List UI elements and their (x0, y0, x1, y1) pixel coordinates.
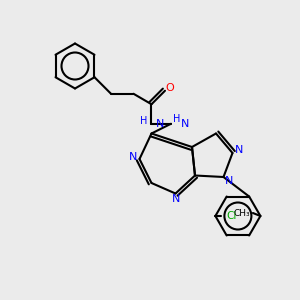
Text: N: N (181, 119, 189, 129)
Text: N: N (235, 145, 243, 155)
Text: O: O (165, 83, 174, 93)
Text: CH₃: CH₃ (233, 208, 250, 217)
Text: Cl: Cl (226, 211, 236, 221)
Text: H: H (173, 114, 181, 124)
Text: H: H (140, 116, 148, 126)
Text: N: N (129, 152, 137, 163)
Text: N: N (172, 194, 180, 205)
Text: N: N (225, 176, 234, 187)
Text: N: N (156, 119, 164, 129)
